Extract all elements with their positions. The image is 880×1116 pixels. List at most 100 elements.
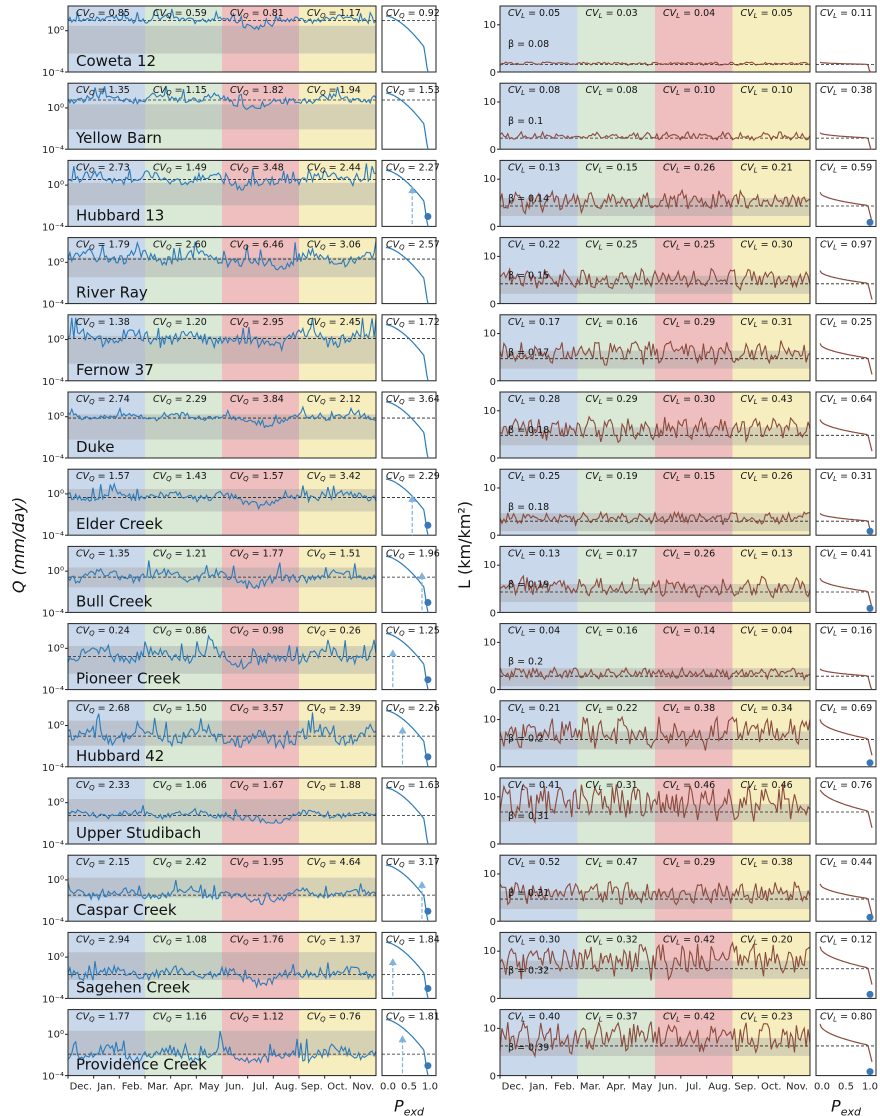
l-ytick-bottom: 0 [490, 300, 496, 311]
cv-q-label: CVQ = 0.26 [307, 626, 361, 638]
cv-q-label: CVQ = 4.64 [307, 857, 361, 869]
cv-q-label: CVQ = 3.48 [230, 162, 284, 174]
q-ytick-bottom: 10⁻⁴ [42, 145, 64, 156]
q-panel-frame [67, 237, 377, 305]
site-name: Providence Creek [76, 1056, 207, 1074]
site-name: Yellow Barn [75, 129, 162, 147]
site-panel-row: CVQ = 1.35 CVQ = 1.15 CVQ = 1.82 CVQ = 1.94… [42, 82, 877, 156]
l-panel-frame [499, 700, 811, 768]
l-panel-frame [499, 777, 811, 845]
l-panel-frame [499, 468, 811, 536]
beta-label: β = 0.15 [508, 271, 549, 282]
q-ytick-top: 10⁰ [47, 952, 64, 963]
exceedance-curve-q [385, 1018, 429, 1076]
pexd-l-frame [815, 854, 877, 922]
pexd-tick-q: 0.5 [401, 1082, 417, 1093]
q-ytick-bottom: 10⁻⁴ [42, 1072, 64, 1083]
q-ytick-top: 10⁰ [47, 643, 64, 654]
l-panel-frame [499, 159, 811, 227]
season-band [500, 623, 578, 690]
season-band [577, 314, 655, 381]
cv-l-label: CVL = 0.41 [508, 780, 560, 792]
month-tick-q: Oct. [327, 1082, 347, 1093]
range-band [68, 182, 376, 206]
q-panel-frame [67, 5, 377, 73]
q-ytick-bottom: 10⁻⁴ [42, 222, 64, 233]
exceedance-curve-q [385, 478, 429, 536]
range-band [68, 720, 376, 746]
dot-marker [424, 985, 432, 992]
cv-q-label: CVQ = 0.86 [153, 626, 207, 638]
cv-l-total: CVL = 0.31 [820, 471, 872, 483]
exceedance-curve-l [819, 1023, 873, 1062]
length-line [499, 783, 811, 825]
cv-q-label: CVQ = 2.74 [76, 394, 130, 406]
dot-marker [866, 604, 874, 612]
site-name: Caspar Creek [76, 901, 177, 919]
cv-q-label: CVQ = 1.20 [153, 317, 207, 329]
cv-l-label: CVL = 0.05 [741, 8, 793, 20]
cv-q-label: CVQ = 1.16 [153, 1012, 207, 1024]
cv-q-label: CVQ = 0.24 [76, 626, 130, 638]
season-band [732, 469, 810, 536]
cv-q-label: CVQ = 1.43 [153, 471, 207, 483]
beta-label: β = 0.31 [508, 888, 549, 899]
season-band [732, 237, 810, 304]
cv-l-label: CVL = 0.04 [741, 626, 793, 638]
cv-q-label: CVQ = 1.67 [230, 780, 284, 792]
season-band [299, 392, 376, 458]
month-tick-l: Apr. [606, 1082, 626, 1093]
season-band [299, 237, 376, 304]
q-ytick-bottom: 10⁻⁴ [42, 994, 64, 1005]
l-ytick-top: 10 [483, 946, 496, 957]
cv-l-label: CVL = 0.29 [663, 857, 715, 869]
q-panel-frame [67, 623, 377, 691]
y-axis-label-l: L (km/km²) [455, 501, 474, 589]
month-tick-l: Nov. [786, 1082, 808, 1093]
season-band [299, 1009, 376, 1076]
month-tick-l: May [632, 1082, 653, 1093]
cv-l-total: CVL = 0.44 [820, 857, 872, 869]
cv-q-label: CVQ = 1.79 [76, 240, 130, 252]
discharge-line [67, 86, 377, 110]
range-band [68, 567, 376, 588]
site-name: Upper Studibach [76, 824, 201, 842]
season-band [655, 546, 733, 613]
beta-label: β = 0.19 [508, 579, 549, 590]
cv-q-label: CVQ = 1.57 [230, 471, 284, 483]
cv-l-total: CVL = 0.38 [820, 85, 872, 97]
triangle-marker [388, 958, 397, 966]
site-panel-row: CVQ = 0.85 CVQ = 0.59 CVQ = 0.81 CVQ = 1.17… [42, 5, 877, 79]
cv-l-label: CVL = 0.25 [663, 240, 715, 252]
season-band [222, 314, 299, 381]
season-band [222, 855, 299, 922]
season-band [732, 855, 810, 922]
season-band [732, 1009, 810, 1076]
season-band [655, 855, 733, 922]
beta-label: β = 0.14 [508, 193, 549, 204]
month-tick-q: Jan. [96, 1082, 116, 1093]
cv-l-total: CVL = 0.41 [820, 548, 872, 560]
discharge-line [67, 240, 377, 271]
exceedance-curve-l [819, 343, 873, 375]
l-panel-frame [499, 5, 811, 73]
month-tick-l: Feb. [554, 1082, 575, 1093]
cv-l-total: CVL = 0.16 [820, 626, 872, 638]
pexd-tick-q: 0.0 [380, 1082, 396, 1093]
season-band [222, 546, 299, 613]
cv-l-label: CVL = 0.26 [663, 548, 715, 560]
y-axis-label-q: Q (mm/day) [9, 497, 28, 593]
exceedance-curve-q [385, 246, 429, 304]
cv-q-label: CVQ = 2.12 [307, 394, 361, 406]
cv-l-total: CVL = 0.25 [820, 317, 872, 329]
discharge-line [67, 405, 377, 429]
l-panel-frame [499, 623, 811, 691]
l-panel-frame [499, 545, 811, 613]
cv-l-label: CVL = 0.22 [586, 703, 638, 715]
exceedance-curve-l [819, 191, 873, 223]
cv-q-label: CVQ = 1.21 [153, 548, 207, 560]
l-ytick-bottom: 0 [490, 222, 496, 233]
cv-q-label: CVQ = 2.68 [76, 703, 130, 715]
q-ytick-top: 10⁰ [47, 180, 64, 191]
beta-label: β = 0.1 [508, 116, 543, 127]
